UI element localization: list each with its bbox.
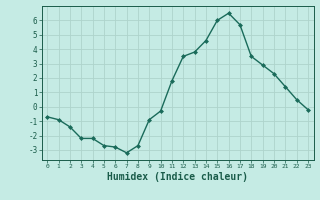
X-axis label: Humidex (Indice chaleur): Humidex (Indice chaleur) <box>107 172 248 182</box>
